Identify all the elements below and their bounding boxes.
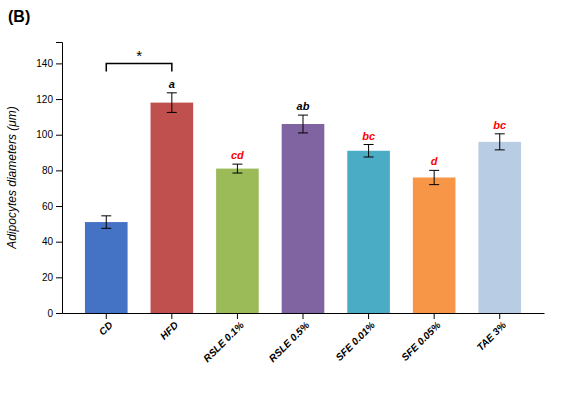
y-tick-mark <box>56 242 62 243</box>
error-bar-stem <box>106 216 107 228</box>
y-tick-mark <box>56 63 62 64</box>
chart: 0 20 40 60 80 100 120 140 CD HFD RSLE 0.1% RSLE 0.5… <box>0 0 564 395</box>
y-tick-label: 20 <box>42 272 54 283</box>
error-bar-cap <box>101 215 111 216</box>
x-tick-mark <box>499 313 500 319</box>
error-bar-cap <box>429 170 439 171</box>
error-bar <box>232 164 242 173</box>
y-tick-mark <box>56 99 62 100</box>
x-tick-mark <box>237 313 238 319</box>
y-tick-label: 60 <box>42 201 54 212</box>
x-tick-label: HFD <box>158 319 180 341</box>
bracket-label: * <box>136 47 142 64</box>
y-tick-label: 40 <box>42 236 54 247</box>
x-tick-label: SFE 0.01% <box>334 319 378 363</box>
x-tick-mark <box>171 313 172 319</box>
bar <box>413 178 456 314</box>
x-tick-mark <box>434 313 435 319</box>
x-tick: RSLE 0.1% <box>201 313 246 364</box>
bar <box>347 151 390 313</box>
x-tick: CD <box>97 313 115 337</box>
error-bar-cap <box>364 144 374 145</box>
error-bar-cap <box>364 156 374 157</box>
error-bar <box>167 93 177 113</box>
title: (B) <box>8 8 30 25</box>
significance-label: a <box>169 78 175 90</box>
error-bar-cap <box>167 112 177 113</box>
error-bar <box>429 170 439 184</box>
bar <box>478 142 521 313</box>
bar <box>216 169 259 313</box>
error-bar <box>364 145 374 157</box>
error-bar-stem <box>237 164 238 173</box>
x-tick-label: RSLE 0.5% <box>267 319 312 364</box>
y-tick: 100 <box>36 129 62 140</box>
y-tick: 20 <box>42 272 62 283</box>
error-bar <box>298 115 308 133</box>
significance-label: bc <box>362 130 375 142</box>
x-tick: TAE 3% <box>475 313 509 353</box>
error-bar-cap <box>495 149 505 150</box>
annotations: a cd ab bc d bc <box>169 78 506 168</box>
marks <box>85 93 521 313</box>
y-tick-mark <box>56 277 62 278</box>
error-bar-stem <box>303 115 304 133</box>
y-tick-mark <box>56 313 62 314</box>
error-bar-stem <box>368 145 369 157</box>
error-bar-stem <box>171 93 172 113</box>
x-tick-mark <box>106 313 107 319</box>
y-tick: 0 <box>47 308 62 319</box>
error-bar-cap <box>298 115 308 116</box>
plot: 0 20 40 60 80 100 120 140 CD HFD RSLE 0.1% RSLE 0.5… <box>36 43 544 365</box>
error-bar-cap <box>298 132 308 133</box>
bar <box>151 103 194 313</box>
y-tick: 40 <box>42 236 62 247</box>
y-tick: 120 <box>36 94 62 105</box>
significance-label: d <box>431 155 438 167</box>
error-bar-cap <box>232 164 242 165</box>
error-bar-cap <box>429 184 439 185</box>
x-tick-label: TAE 3% <box>475 319 509 353</box>
y-tick-label: 120 <box>36 94 53 105</box>
x-tick: SFE 0.05% <box>399 313 443 363</box>
x-axis: CD HFD RSLE 0.1% RSLE 0.5% SFE 0.01% SFE 0.05… <box>63 313 545 364</box>
bar <box>85 222 128 313</box>
x-tick-label: CD <box>97 319 115 337</box>
error-bar <box>495 134 505 150</box>
y-axis: 0 20 40 60 80 100 120 140 <box>36 43 62 319</box>
error-bar-cap <box>232 173 242 174</box>
error-bar-stem <box>434 170 435 184</box>
y-tick-mark <box>56 170 62 171</box>
error-bar-cap <box>167 92 177 93</box>
x-tick-mark <box>368 313 369 319</box>
x-tick-mark <box>303 313 304 319</box>
y-axis-line <box>56 43 63 314</box>
y-tick: 140 <box>36 58 62 69</box>
bracket <box>106 63 172 71</box>
y-tick-label: 140 <box>36 58 53 69</box>
y-tick: 80 <box>42 165 62 176</box>
y-axis-title: Adipocytes diameters (μm) <box>5 106 19 250</box>
significance-label: bc <box>493 119 506 131</box>
y-tick-mark <box>56 206 62 207</box>
y-tick-label: 80 <box>42 165 54 176</box>
error-bar-cap <box>495 133 505 134</box>
error-bar-cap <box>101 228 111 229</box>
error-bar <box>101 216 111 228</box>
x-tick: HFD <box>158 313 180 342</box>
significance-label: ab <box>297 100 310 112</box>
y-tick-mark <box>56 135 62 136</box>
x-tick: SFE 0.01% <box>334 313 378 363</box>
x-tick-label: SFE 0.05% <box>399 319 443 363</box>
bar <box>282 124 325 313</box>
y-tick-label: 0 <box>47 308 53 319</box>
x-tick-label: RSLE 0.1% <box>201 319 246 364</box>
y-tick-label: 100 <box>36 129 53 140</box>
y-tick: 60 <box>42 201 62 212</box>
x-tick: RSLE 0.5% <box>267 313 312 364</box>
error-bar-stem <box>499 134 500 150</box>
significance-label: cd <box>231 149 244 161</box>
